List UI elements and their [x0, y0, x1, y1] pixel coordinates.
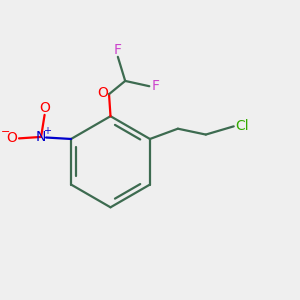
Text: O: O	[6, 131, 17, 145]
Text: N: N	[36, 130, 46, 144]
Text: +: +	[43, 126, 51, 136]
Text: F: F	[114, 44, 122, 57]
Text: Cl: Cl	[236, 119, 249, 133]
Text: F: F	[152, 79, 160, 93]
Text: O: O	[97, 86, 108, 100]
Text: −: −	[1, 127, 10, 137]
Text: O: O	[39, 101, 50, 116]
